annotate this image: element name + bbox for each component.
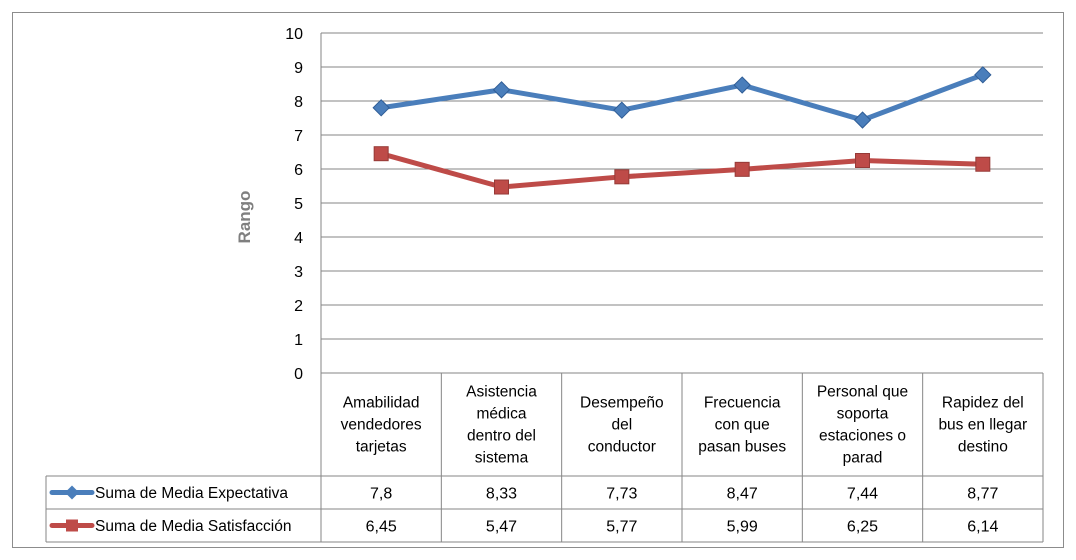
table-cell-value: 5,99 [727,519,758,536]
data-point-marker [733,76,751,94]
y-tick-label: 3 [294,264,303,281]
data-point-marker [372,99,390,117]
y-tick-label: 0 [294,366,303,383]
series-line-2 [378,151,986,190]
table-cell-value: 6,45 [366,519,397,536]
data-point-marker [373,146,389,162]
data-point-marker [734,161,750,177]
category-label: Desempeño del conductor [580,395,664,456]
table-cell-value: 7,8 [370,486,392,503]
legend-marker-key [66,519,78,532]
y-tick-label: 7 [294,128,303,145]
series-line-1 [378,72,986,123]
y-tick-label: 2 [294,298,303,315]
category-label: Frecuencia con que pasan buses [698,395,786,456]
legend-series-label: Suma de Media Expectativa [95,485,288,502]
category-label: Personal que soporta estaciones o parad [817,384,908,467]
data-point-marker [974,66,992,84]
y-axis-title: Rango [235,191,254,244]
table-cell-value: 6,25 [847,519,878,536]
table-cell-value: 7,44 [847,486,878,503]
table-cell-value: 7,73 [606,486,637,503]
data-point-marker [975,156,991,172]
data-point-marker [855,153,870,168]
table-cell-value: 6,14 [967,519,998,536]
table-cell-value: 5,77 [606,519,637,536]
category-label: Amabilidad vendedores tarjetas [341,395,422,456]
y-tick-label: 4 [294,230,303,247]
legend-marker-key [65,485,79,500]
table-cell-value: 8,47 [727,486,758,503]
y-tick-label: 10 [285,26,303,43]
y-tick-label: 9 [294,60,303,77]
data-point-marker [494,179,509,195]
table-cell-value: 8,33 [486,486,517,503]
data-point-marker [853,111,872,129]
y-tick-label: 5 [294,196,303,213]
table-cell-value: 8,77 [967,486,998,503]
legend-series-label: Suma de Media Satisfacción [95,518,291,535]
table-cell-value: 5,47 [486,519,517,536]
data-point-marker [613,101,631,119]
data-point-marker [614,169,630,185]
y-tick-label: 1 [294,332,303,349]
category-label: Rapidez del bus en llegar destino [938,395,1027,456]
y-tick-label: 6 [294,162,303,179]
y-tick-label: 8 [294,94,303,111]
data-point-marker [492,81,511,99]
category-label: Asistencia médica dentro del sistema [466,384,537,467]
